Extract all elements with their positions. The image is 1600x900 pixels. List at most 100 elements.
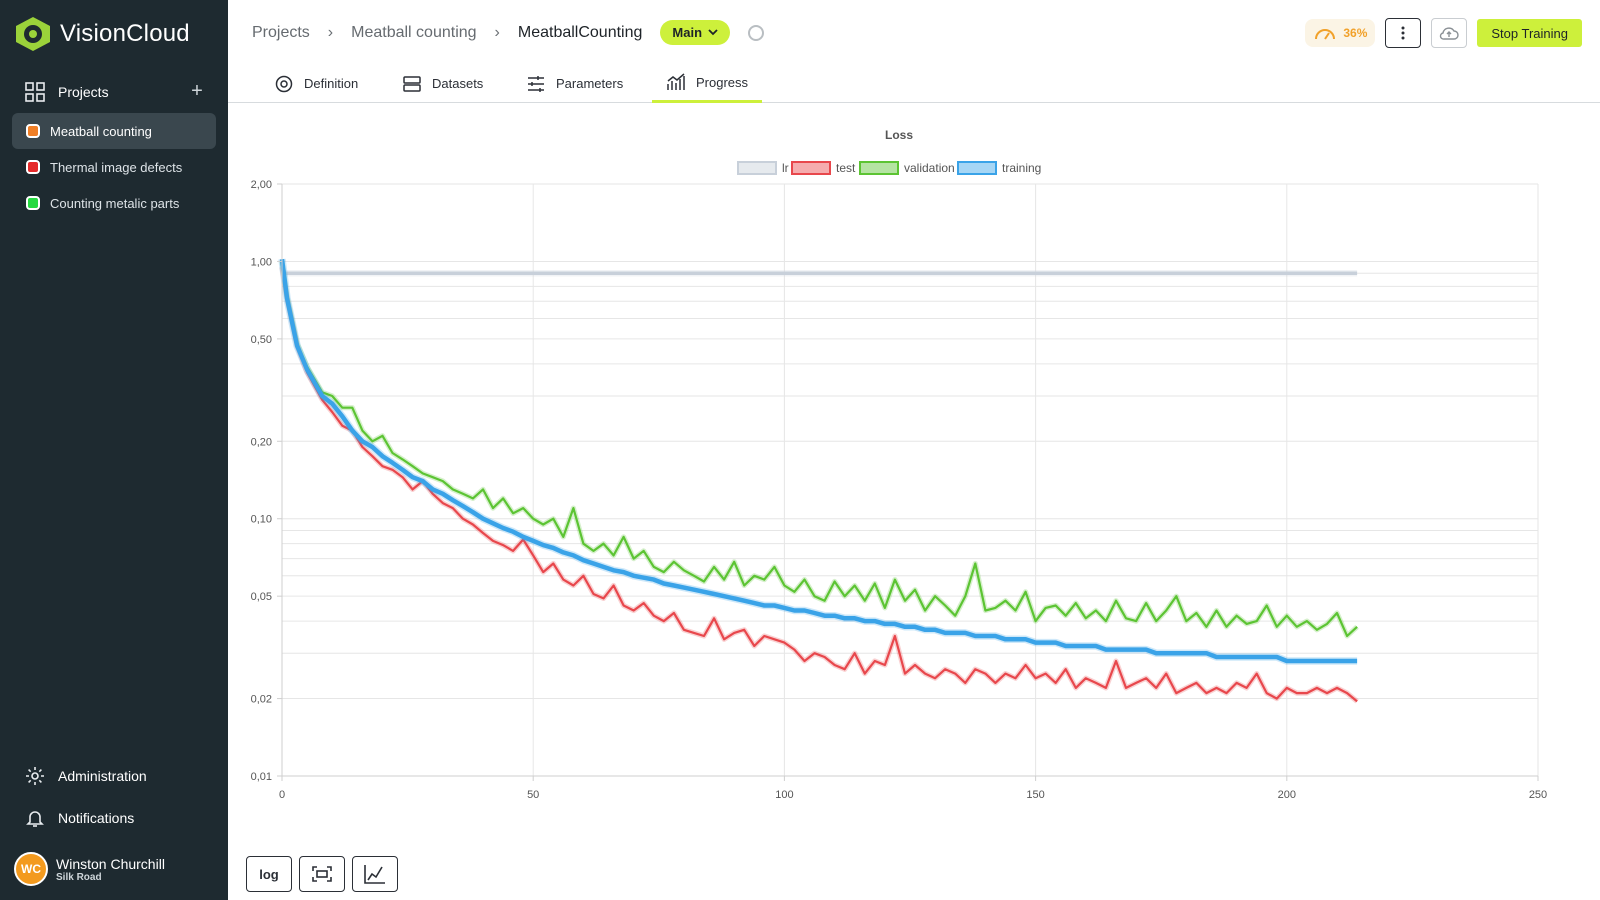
breadcrumb-project[interactable]: Meatball counting: [351, 23, 477, 41]
bell-icon: [22, 805, 48, 831]
legend-label-lr: lr: [782, 161, 789, 175]
series-halo-validation: [279, 261, 1359, 639]
legend-label-test: test: [836, 161, 856, 175]
y-tick-label: 0,50: [251, 334, 272, 346]
project-color-dot: [26, 196, 40, 210]
project-color-dot: [26, 160, 40, 174]
series-line-test: [280, 267, 1358, 703]
x-tick-label: 250: [1529, 789, 1547, 801]
stop-training-button[interactable]: Stop Training: [1477, 19, 1582, 47]
chart-icon: [667, 73, 685, 90]
gear-icon: [22, 763, 48, 789]
user-org: Silk Road: [56, 871, 102, 883]
user-profile[interactable]: WC Winston Churchill Silk Road: [14, 852, 165, 886]
brand-name: VisionCloud: [60, 20, 190, 47]
more-options-button[interactable]: [1385, 18, 1422, 48]
chevron-right-icon: ›: [494, 23, 500, 41]
x-tick-label: 100: [775, 789, 793, 801]
sidebar: VisionCloud Projects + Meatball counting…: [0, 0, 228, 900]
loss-chart-svg[interactable]: Loss lr test validation training 2,00 1,00 0,…: [228, 104, 1600, 844]
chart-legend: lr test validation training: [737, 161, 1041, 175]
legend-swatch-training: [957, 161, 997, 175]
branch-label: Main: [672, 25, 703, 40]
chart-title: Loss: [885, 128, 913, 142]
brand-logo-icon: [16, 17, 50, 51]
sidebar-project-counting-metalic-parts[interactable]: Counting metalic parts: [12, 185, 216, 221]
legend-label-validation: validation: [904, 161, 955, 175]
sidebar-item-label: Notifications: [58, 810, 135, 826]
sidebar-item-projects[interactable]: Projects +: [12, 74, 216, 110]
loss-chart: Loss lr test validation training 2,00 1,00 0,…: [228, 104, 1600, 844]
brand[interactable]: VisionCloud: [14, 14, 190, 54]
chart-series: [278, 258, 1359, 704]
tab-label: Datasets: [432, 76, 484, 91]
y-tick-label: 0,05: [251, 591, 272, 603]
sidebar-item-label: Projects: [58, 84, 109, 100]
legend-swatch-lr: [737, 161, 777, 175]
tab-bar: Definition Datasets Parameters Progress: [228, 64, 1600, 103]
x-tick-label: 50: [527, 789, 539, 801]
sidebar-item-label: Administration: [58, 768, 147, 784]
y-tick-label: 1,00: [251, 256, 272, 268]
y-tick-label: 0,02: [251, 694, 272, 706]
x-tick-label: 200: [1278, 789, 1296, 801]
y-tick-label: 2,00: [251, 179, 272, 191]
chevron-right-icon: ›: [327, 23, 334, 41]
more-vertical-icon: [1401, 26, 1405, 40]
add-project-button[interactable]: +: [191, 80, 203, 102]
tab-definition[interactable]: Definition: [260, 64, 372, 103]
branch-selector[interactable]: Main: [660, 20, 731, 45]
gpu-usage-gauge[interactable]: 36%: [1305, 19, 1376, 47]
user-name: Winston Churchill: [56, 855, 165, 872]
chart-grid: [281, 183, 1539, 777]
chevron-down-icon: [708, 28, 718, 35]
y-tick-label: 0,10: [251, 514, 272, 526]
sidebar-project-meatball-counting[interactable]: Meatball counting: [12, 113, 216, 149]
tab-progress[interactable]: Progress: [652, 64, 763, 103]
top-header: Projects › Meatball counting › MeatballC…: [228, 0, 1600, 64]
fit-view-button[interactable]: [299, 856, 345, 892]
sidebar-project-thermal-image-defects[interactable]: Thermal image defects: [12, 149, 216, 185]
project-label: Counting metalic parts: [50, 195, 180, 211]
x-tick-label: 0: [279, 789, 285, 801]
x-tick-label: 150: [1026, 789, 1044, 801]
breadcrumb-projects[interactable]: Projects: [252, 23, 310, 41]
legend-swatch-validation: [859, 161, 899, 175]
project-label: Thermal image defects: [50, 159, 183, 175]
chart-tools: log: [246, 856, 398, 892]
breadcrumb: Projects › Meatball counting › MeatballC…: [252, 20, 765, 45]
project-label: Meatball counting: [50, 123, 152, 139]
fit-screen-icon: [312, 866, 332, 882]
tab-parameters[interactable]: Parameters: [512, 64, 637, 103]
tab-label: Definition: [304, 76, 359, 91]
user-info: Winston Churchill Silk Road: [56, 856, 165, 883]
series-line-validation: [280, 261, 1358, 638]
sidebar-item-notifications[interactable]: Notifications: [12, 800, 216, 836]
avatar: WC: [14, 852, 48, 886]
log-scale-button[interactable]: log: [246, 856, 292, 892]
chart-axes: 2,00 1,00 0,50 0,20 0,10 0,05 0,02 0,01 0 50 100 15…: [251, 179, 1548, 801]
chart-style-button[interactable]: [352, 856, 398, 892]
legend-swatch-test: [791, 161, 831, 175]
header-tools: 36% Stop Training: [1305, 18, 1582, 48]
database-icon: [403, 75, 421, 92]
sliders-icon: [528, 75, 544, 92]
grid-icon: [22, 79, 48, 105]
tab-datasets[interactable]: Datasets: [388, 64, 497, 103]
legend-label-training: training: [1002, 161, 1041, 175]
tab-label: Parameters: [556, 76, 624, 91]
y-tick-label: 0,01: [251, 771, 272, 783]
breadcrumb-current: MeatballCounting: [517, 23, 643, 41]
gauge-value: 36%: [1343, 26, 1368, 40]
gauge-icon: [1315, 29, 1336, 40]
cloud-upload-button[interactable]: [1431, 18, 1468, 48]
series-line-training: [279, 258, 1358, 664]
project-color-dot: [26, 124, 40, 138]
gear-icon: [275, 75, 293, 92]
tab-label: Progress: [696, 74, 749, 90]
sidebar-item-administration[interactable]: Administration: [12, 758, 216, 794]
cloud-icon: [1440, 27, 1460, 40]
y-tick-label: 0,20: [251, 436, 272, 448]
line-chart-icon: [364, 865, 385, 884]
